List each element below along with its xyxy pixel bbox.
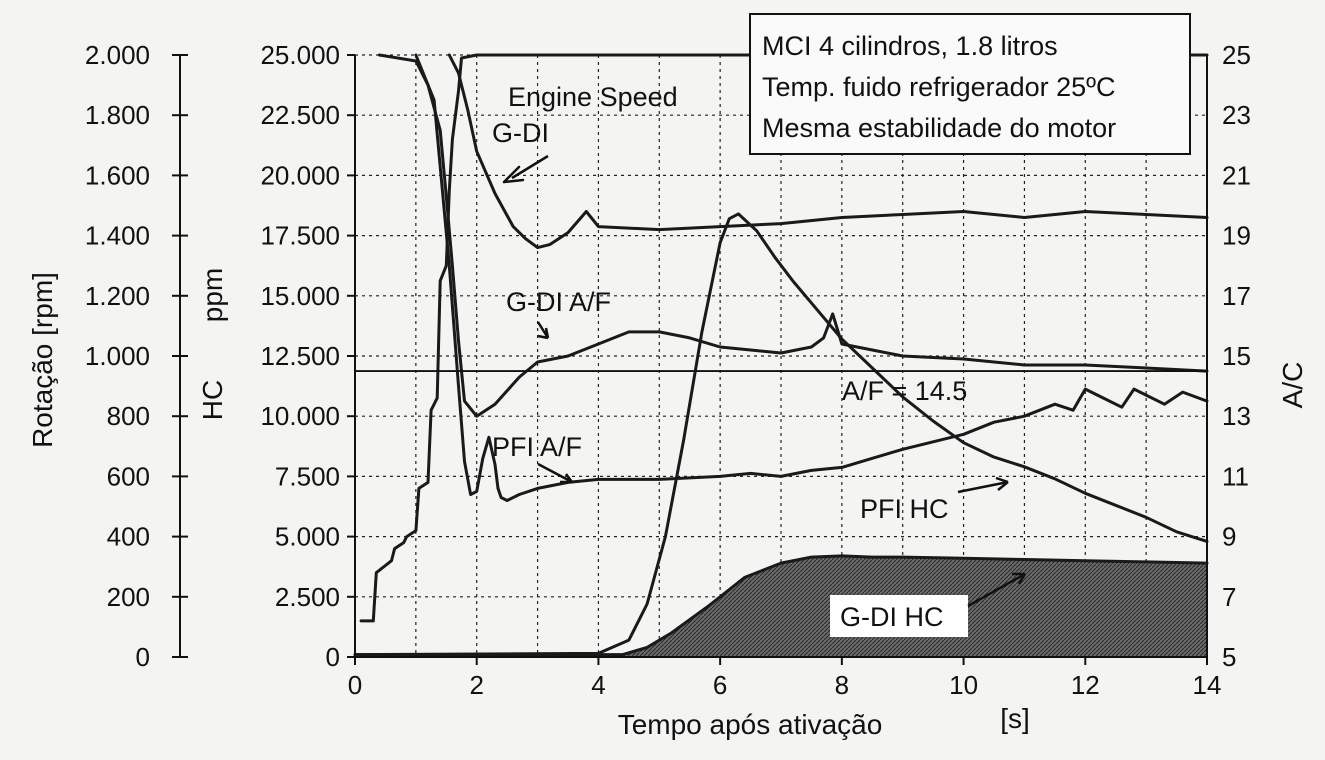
y-tick-label-hc: 10.000 [260,401,340,431]
arrow-gdi-hc [967,572,1027,608]
annotation-pfi-hc: PFI HC [860,494,949,524]
x-tick-label: 4 [591,670,605,700]
y-tick-label-af: 7 [1222,582,1236,612]
area-layer [355,555,1207,657]
y-tick-label-hc: 5.000 [275,522,340,552]
y-tick-label-hc: 15.000 [260,281,340,311]
y-axis-unit-hc: ppm [197,268,228,322]
x-tick-label: 8 [835,670,849,700]
info-box [749,13,1191,155]
annotation-gdi: G-DI [492,118,549,148]
annotation-engine-speed: Engine Speed [508,82,678,112]
y-tick-label-hc: 0 [326,642,340,672]
y-tick-label-rpm: 1.400 [85,221,150,251]
y-tick-label-af: 13 [1222,401,1251,431]
info-line-3: Mesma estabilidade do motor [762,113,1116,143]
arrow-gdi-line [511,154,549,180]
y-tick-label-af: 23 [1222,100,1251,130]
y-tick-label-rpm: 0 [136,642,150,672]
series-pfi-hc [353,212,1209,657]
annotation-af-reference: A/F = 14.5 [842,376,967,406]
series-gdi [447,53,1209,250]
series-pfi-af [414,53,1209,502]
y-axis-label-hc: HC [197,380,228,420]
annotation-pfi-af: PFI A/F [492,432,582,462]
gdi-hc-area [355,555,1207,657]
y-tick-label-af: 25 [1222,40,1251,70]
y-tick-label-af: 5 [1222,642,1236,672]
y-axis-label-af: A/C [1277,362,1308,409]
y-axis-label-rpm: Rotação [rpm] [27,272,58,448]
y-tick-label-rpm: 1.800 [85,100,150,130]
y-tick-label-af: 9 [1222,522,1236,552]
x-axis-label: Tempo após ativação [618,709,883,740]
y-tick-label-hc: 17.500 [260,221,340,251]
y-tick-label-rpm: 800 [107,401,150,431]
annotation-gdi-af: G-DI A/F [506,287,611,317]
arrow-gdi-af [536,321,550,340]
x-tick-label: 14 [1193,670,1222,700]
series-gdi-hc [353,554,1209,657]
y-tick-label-af: 17 [1222,281,1251,311]
curves [353,53,1209,657]
y-tick-label-hc: 12.500 [260,341,340,371]
series-engine-speed [359,53,1209,623]
arrow-pfi-hc [957,476,1009,494]
x-tick-label: 2 [469,670,483,700]
arrow-gdi-head [502,165,525,184]
y-tick-label-rpm: 600 [107,461,150,491]
y-tick-label-rpm: 1.000 [85,341,150,371]
x-tick-label: 6 [713,670,727,700]
y-tick-label-hc: 25.000 [260,40,340,70]
x-tick-label: 12 [1071,670,1100,700]
x-axis-unit: [s] [1000,703,1030,734]
y-tick-label-rpm: 1.600 [85,160,150,190]
y-tick-label-rpm: 1.200 [85,281,150,311]
y-tick-label-af: 11 [1222,461,1249,491]
y-tick-label-af: 19 [1222,221,1251,251]
x-tick-label: 0 [348,670,362,700]
y-tick-label-rpm: 200 [107,582,150,612]
x-tick-label: 10 [949,670,978,700]
arrow-pfi-af [537,462,573,484]
axes [172,54,1208,665]
y-tick-label-hc: 2.500 [275,582,340,612]
y-tick-label-af: 15 [1222,341,1251,371]
y-tick-label-af: 21 [1222,160,1251,190]
y-tick-label-rpm: 400 [107,522,150,552]
y-tick-label-hc: 7.500 [275,461,340,491]
annotation-arrows [502,154,1027,608]
y-tick-label-hc: 22.500 [260,100,340,130]
info-line-2: Temp. fuido refrigerador 25ºC [762,72,1116,102]
y-tick-label-hc: 20.000 [260,160,340,190]
gdi-hc-label-bg [830,595,968,637]
series-gdi-af [377,53,1209,418]
annotation-gdi-hc: G-DI HC [840,602,944,632]
y-tick-label-rpm: 2.000 [85,40,150,70]
info-line-1: MCI 4 cilindros, 1.8 litros [762,31,1058,61]
